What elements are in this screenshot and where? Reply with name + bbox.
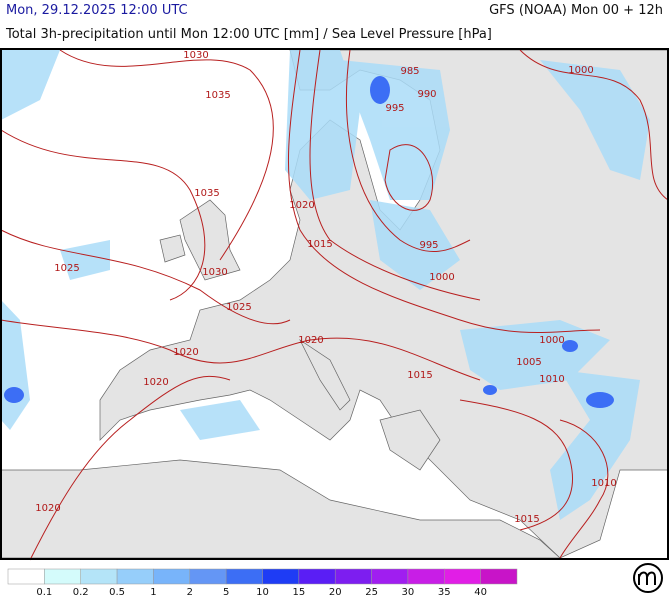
isobar-label: 1000 [568,65,593,76]
isobar-label: 995 [385,103,404,114]
isobar-label: 1000 [539,335,564,346]
legend-tick-label: 35 [438,587,451,598]
legend-swatch [334,568,372,585]
isobar-label: 1035 [194,188,219,199]
header-model: GFS (NOAA) Mon 00 + 12h [489,3,663,18]
legend-tick-label: 40 [474,587,487,598]
heavy-precipitation [4,76,614,408]
legend-swatch [262,568,300,585]
isobar-label: 1020 [143,377,168,388]
legend-swatch [7,568,45,585]
legend-tick-label: 30 [402,587,415,598]
legend: 0.1 0.2 0.5 1 2 5 10 15 20 25 30 35 40 [7,568,518,598]
isobar-label: 1030 [202,267,227,278]
isobar-label: 995 [419,240,438,251]
isobars [0,49,669,561]
legend-tick-label: 10 [256,587,269,598]
isobar-label: 1020 [35,503,60,514]
isobar-label: 1015 [407,370,432,381]
isobar-label: 1005 [516,357,541,368]
isobar-label: 1010 [591,478,616,489]
isobar-label: 1020 [173,347,198,358]
logo [633,563,663,593]
legend-swatch [225,568,263,585]
isobar-label: 1025 [226,302,251,313]
legend-tick-label: 0.5 [109,587,125,598]
isobar-label: 1025 [54,263,79,274]
isobar-label: 1015 [307,239,332,250]
precipitation [1,50,650,520]
legend-tick-label: 5 [223,587,229,598]
legend-swatch [80,568,118,585]
isobar-label: 1020 [298,335,323,346]
map: 1030 1035 1035 1025 1030 1020 1015 1025 … [0,48,669,561]
legend-swatch [371,568,409,585]
legend-tick-label: 25 [365,587,378,598]
isobar-label: 1035 [205,90,230,101]
isobar-label: 1010 [539,374,564,385]
header-subtitle: Total 3h-precipitation until Mon 12:00 U… [5,27,492,42]
legend-swatch [298,568,336,585]
isobar-label: 1030 [183,50,208,61]
legend-tick-label: 20 [329,587,342,598]
legend-tick-label: 15 [292,587,305,598]
legend-swatch [189,568,227,585]
isobar-label: 990 [417,89,436,100]
legend-tick-label: 0.1 [36,587,52,598]
legend-tick-label: 0.2 [73,587,89,598]
header-date: Mon, 29.12.2025 12:00 UTC [6,3,188,18]
legend-swatch [153,568,191,585]
legend-swatch [444,568,481,585]
legend-tick-label: 2 [187,587,193,598]
isobar-label: 985 [400,66,419,77]
isobar-label: 1020 [289,200,314,211]
legend-swatch [407,568,445,585]
legend-swatch [116,568,154,585]
isobar-label: 1015 [514,514,539,525]
legend-tick-label: 1 [150,587,156,598]
legend-swatch [480,568,518,585]
isobar-label: 1000 [429,272,454,283]
legend-swatch [44,568,81,585]
